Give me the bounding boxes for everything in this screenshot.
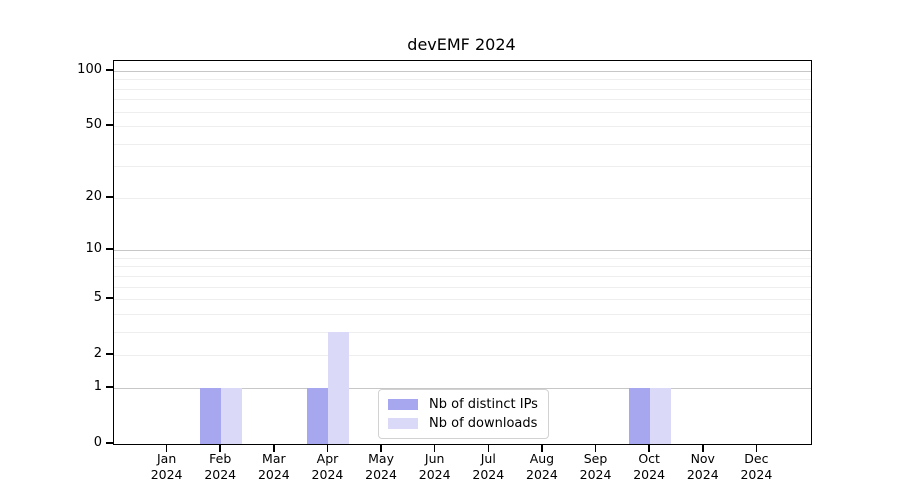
gridline-major: [114, 250, 811, 252]
x-axis-tick-label: Apr 2024: [311, 451, 344, 482]
legend: Nb of distinct IPs Nb of downloads: [378, 389, 549, 439]
gridline-minor: [114, 299, 811, 301]
x-axis-tick-label: Jul 2024: [472, 451, 505, 482]
y-axis-tick-label: 1: [93, 378, 102, 394]
y-axis-tick-label: 100: [77, 62, 102, 77]
gridline-minor: [114, 355, 811, 357]
bar-distinct-ips-apr: [307, 387, 329, 444]
bar-downloads-apr: [328, 331, 350, 444]
legend-label: Nb of downloads: [429, 416, 538, 431]
gridline-minor: [114, 99, 811, 101]
y-axis-tick-label: 50: [85, 117, 102, 133]
x-axis-tick-label: Aug 2024: [526, 451, 558, 482]
x-axis-tick-label: Oct 2024: [633, 451, 666, 482]
legend-swatch-downloads: [388, 418, 418, 429]
gridline-minor: [114, 257, 811, 259]
gridline-minor: [114, 126, 811, 128]
y-axis-tick: [106, 196, 113, 198]
x-axis-tick-label: Mar 2024: [257, 451, 290, 482]
x-axis-tick-label: May 2024: [365, 451, 397, 482]
x-axis-tick: [702, 444, 704, 452]
x-axis-tick: [380, 444, 382, 452]
gridline-major: [114, 71, 811, 72]
x-axis-tick-label: Jun 2024: [418, 451, 451, 482]
gridline-minor: [114, 197, 811, 199]
x-axis-tick: [433, 444, 436, 452]
bar-distinct-ips-feb: [200, 387, 222, 444]
gridline-minor: [114, 266, 811, 268]
x-axis-tick: [594, 444, 597, 452]
x-axis-tick: [487, 444, 490, 452]
legend-label: Nb of distinct IPs: [429, 397, 538, 412]
gridline-minor: [114, 331, 811, 333]
y-axis-tick: [106, 297, 113, 299]
legend-swatch-distinct-ips: [388, 399, 418, 410]
y-axis-tick: [106, 69, 113, 71]
y-axis-tick-label: 5: [93, 290, 102, 306]
bar-downloads-oct: [650, 387, 672, 444]
gridline-minor: [114, 166, 811, 168]
y-axis-tick: [106, 442, 113, 444]
x-axis-tick-label: Dec 2024: [740, 451, 773, 482]
gridline-minor: [114, 111, 811, 113]
bar-downloads-feb: [221, 387, 243, 444]
gridline-minor: [114, 79, 811, 81]
bar-distinct-ips-oct: [629, 387, 651, 444]
x-axis-tick: [755, 444, 758, 452]
y-axis-tick: [106, 386, 113, 388]
x-axis-tick-label: Sep 2024: [579, 451, 612, 482]
x-axis-tick-label: Jan 2024: [150, 451, 183, 482]
y-axis-tick-label: 20: [85, 188, 102, 204]
y-axis-tick: [106, 353, 113, 355]
legend-row: Nb of distinct IPs: [388, 395, 538, 414]
y-axis-tick: [106, 248, 113, 250]
y-axis-tick-label: 0: [93, 435, 102, 450]
x-axis-tick-label: Nov 2024: [686, 451, 719, 482]
gridline-major: [114, 387, 811, 389]
gridline-minor: [114, 286, 811, 288]
x-axis-tick: [541, 444, 543, 452]
x-axis-tick: [648, 444, 650, 452]
legend-row: Nb of downloads: [388, 414, 538, 433]
y-axis-tick: [106, 124, 113, 126]
x-axis-tick-label: Feb 2024: [204, 451, 237, 482]
x-axis-tick: [326, 444, 329, 452]
gridline-minor: [114, 143, 811, 145]
plot-area: [113, 60, 812, 445]
x-axis-tick: [165, 444, 168, 452]
y-axis-tick-label: 2: [93, 346, 102, 362]
y-axis-tick-label: 10: [85, 241, 102, 257]
gridline-minor: [114, 275, 811, 277]
x-axis-tick: [273, 444, 275, 452]
x-axis-tick: [219, 444, 221, 452]
gridline-minor: [114, 88, 811, 90]
gridline-minor: [114, 313, 811, 315]
chart-title: devEMF 2024: [407, 35, 516, 54]
